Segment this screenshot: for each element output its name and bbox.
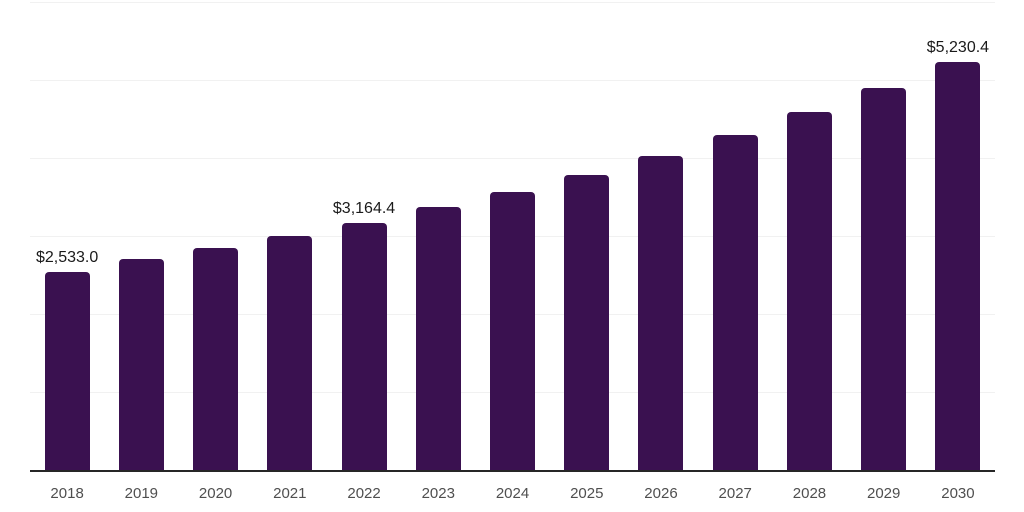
bar-value-label-2030: $5,230.4 xyxy=(926,39,990,57)
bar-slot-2026 xyxy=(624,2,698,470)
x-tick-2027: 2027 xyxy=(718,485,752,502)
x-tick-2018: 2018 xyxy=(50,485,84,502)
bar-slot-2030: $5,230.4 xyxy=(921,2,995,470)
bar-slot-2022: $3,164.4 xyxy=(327,2,401,470)
bar-2026 xyxy=(638,156,684,470)
bars-container: $2,533.0 $3,164.4 $5,230.4 xyxy=(30,2,995,470)
bar-slot-2029 xyxy=(847,2,921,470)
bar-slot-2020 xyxy=(178,2,252,470)
bar-2029 xyxy=(861,88,907,470)
bar-slot-2023 xyxy=(401,2,475,470)
x-tick-2021: 2021 xyxy=(273,485,307,502)
bar-slot-2019 xyxy=(104,2,178,470)
x-tick-2023: 2023 xyxy=(421,485,455,502)
x-tick-2019: 2019 xyxy=(124,485,159,502)
bar-slot-2021 xyxy=(253,2,327,470)
bar-2019 xyxy=(118,258,164,470)
bar-2030 xyxy=(935,62,981,470)
bar-value-label-2022: $3,164.4 xyxy=(332,200,396,218)
bar-slot-2027 xyxy=(698,2,772,470)
bar-slot-2018: $2,533.0 xyxy=(30,2,104,470)
plot-area: $2,533.0 $3,164.4 $5,230.4 xyxy=(30,2,995,472)
x-axis: 2018 2019 2020 2021 2022 2023 2024 2025 2026 2027… xyxy=(30,470,995,502)
x-tick-2024: 2024 xyxy=(495,485,530,502)
bar-2027 xyxy=(712,135,758,470)
bar-slot-2028 xyxy=(772,2,846,470)
bar-2022 xyxy=(341,223,387,470)
x-tick-2020: 2020 xyxy=(198,485,233,502)
x-tick-2029: 2029 xyxy=(867,485,901,502)
bar-slot-2025 xyxy=(550,2,624,470)
bar-2025 xyxy=(564,175,610,470)
x-tick-2022: 2022 xyxy=(347,485,381,502)
x-tick-2030: 2030 xyxy=(941,485,975,502)
bar-2018 xyxy=(44,272,90,470)
gridline-4000 xyxy=(30,158,995,160)
x-tick-2025: 2025 xyxy=(570,485,604,502)
bar-value-label-2018: $2,533.0 xyxy=(35,249,99,267)
bar-slot-2024 xyxy=(475,2,549,470)
bar-2024 xyxy=(490,191,536,470)
x-tick-2026: 2026 xyxy=(644,485,678,502)
bar-2021 xyxy=(267,236,313,470)
x-tick-2028: 2028 xyxy=(792,485,827,502)
bar-2023 xyxy=(415,207,461,470)
bar-2028 xyxy=(786,111,832,470)
gridline-6000 xyxy=(30,2,995,3)
bar-2020 xyxy=(193,248,239,470)
gridline-5000 xyxy=(30,80,995,81)
